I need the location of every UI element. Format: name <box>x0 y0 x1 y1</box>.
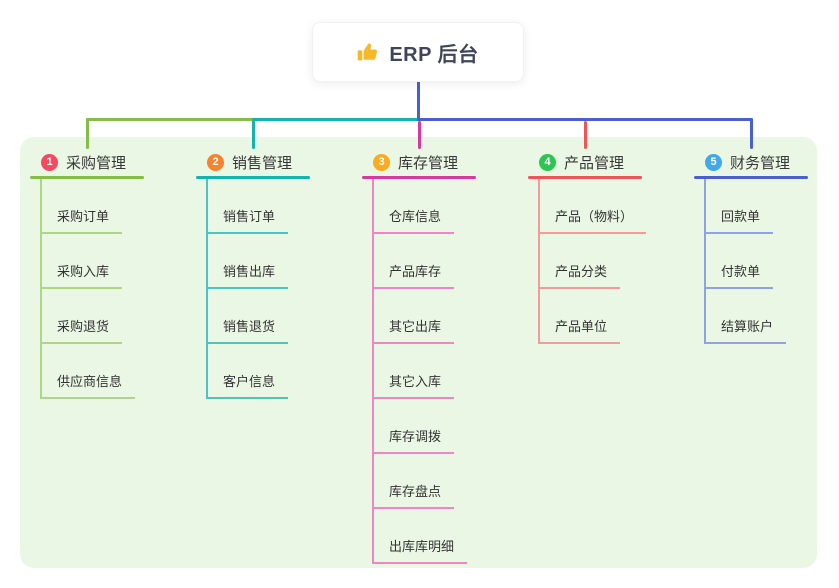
connector-horizontal <box>419 118 753 121</box>
branch-title: 产品管理 <box>564 155 625 172</box>
branch-header[interactable]: 1 采购管理 <box>30 149 144 176</box>
root-node-erp[interactable]: ERP 后台 <box>312 22 524 82</box>
root-connector-line <box>417 81 420 121</box>
child-row: 销售订单 <box>208 179 310 234</box>
branch-children: 采购订单采购入库采购退货供应商信息 <box>40 179 144 399</box>
child-row: 出库库明细 <box>374 509 476 564</box>
mindmap-child-node[interactable]: 销售出库 <box>208 264 289 289</box>
branch-number-badge: 1 <box>41 154 58 171</box>
branch-number-badge: 5 <box>705 154 722 171</box>
mindmap-child-node[interactable]: 其它出库 <box>374 319 455 344</box>
child-row: 产品分类 <box>540 234 642 289</box>
branch-header[interactable]: 5 财务管理 <box>694 149 808 176</box>
mindmap-child-node[interactable]: 采购订单 <box>42 209 123 234</box>
branch-title: 库存管理 <box>398 155 459 172</box>
child-row: 库存盘点 <box>374 454 476 509</box>
branch-header[interactable]: 4 产品管理 <box>528 149 642 176</box>
mindmap-child-node[interactable]: 产品库存 <box>374 264 455 289</box>
mindmap-background-panel <box>20 137 817 568</box>
child-row: 销售退货 <box>208 289 310 344</box>
child-row: 仓库信息 <box>374 179 476 234</box>
mindmap-child-node[interactable]: 供应商信息 <box>42 374 136 399</box>
mindmap-child-node[interactable]: 出库库明细 <box>374 539 468 564</box>
child-row: 库存调拨 <box>374 399 476 454</box>
mindmap-child-node[interactable]: 付款单 <box>706 264 774 289</box>
child-row: 产品单位 <box>540 289 642 344</box>
branch-title: 采购管理 <box>66 155 127 172</box>
thumbs-up-icon <box>357 41 379 63</box>
branch-number-badge: 3 <box>373 154 390 171</box>
mindmap-child-node[interactable]: 库存调拨 <box>374 429 455 454</box>
mindmap-child-node[interactable]: 产品分类 <box>540 264 621 289</box>
branch-column: 4 产品管理 产品（物料） 产品分类产品单位 <box>528 149 647 344</box>
branch-underline <box>196 176 310 179</box>
child-row: 回款单 <box>706 179 808 234</box>
child-row: 产品库存 <box>374 234 476 289</box>
mindmap-child-node[interactable]: 销售订单 <box>208 209 289 234</box>
child-row: 客户信息 <box>208 344 310 399</box>
branch-header[interactable]: 3 库存管理 <box>362 149 476 176</box>
branch-column: 1 采购管理 采购订单采购入库采购退货供应商信息 <box>30 149 144 399</box>
mindmap-child-node[interactable]: 其它入库 <box>374 374 455 399</box>
mindmap-child-node[interactable]: 结算账户 <box>706 319 787 344</box>
connector-drop <box>252 118 255 149</box>
mindmap-child-node[interactable]: 采购入库 <box>42 264 123 289</box>
mindmap-child-node[interactable]: 采购退货 <box>42 319 123 344</box>
connector-drop <box>750 118 753 149</box>
root-node-label: ERP 后台 <box>389 43 479 66</box>
child-row: 其它出库 <box>374 289 476 344</box>
child-row: 销售出库 <box>208 234 310 289</box>
connector-drop <box>418 121 421 149</box>
branch-children: 产品（物料） 产品分类产品单位 <box>538 179 647 344</box>
mindmap-child-node[interactable]: 客户信息 <box>208 374 289 399</box>
connector-horizontal <box>252 118 419 121</box>
branch-children: 仓库信息产品库存其它出库其它入库库存调拨库存盘点出库库明细 <box>372 179 476 564</box>
branch-underline <box>694 176 808 179</box>
child-row: 产品（物料） <box>540 179 647 234</box>
mindmap-child-node[interactable]: 产品单位 <box>540 319 621 344</box>
branch-children: 回款单付款单结算账户 <box>704 179 808 344</box>
branch-number-badge: 4 <box>539 154 556 171</box>
branch-title: 销售管理 <box>232 155 293 172</box>
mindmap-child-node[interactable]: 仓库信息 <box>374 209 455 234</box>
child-row: 采购入库 <box>42 234 144 289</box>
child-row: 付款单 <box>706 234 808 289</box>
branch-number-badge: 2 <box>207 154 224 171</box>
child-row: 结算账户 <box>706 289 808 344</box>
branch-column: 2 销售管理 销售订单销售出库销售退货客户信息 <box>196 149 310 399</box>
branch-underline <box>528 176 642 179</box>
child-row: 采购订单 <box>42 179 144 234</box>
branch-title: 财务管理 <box>730 155 791 172</box>
child-row: 采购退货 <box>42 289 144 344</box>
mindmap-child-node[interactable]: 库存盘点 <box>374 484 455 509</box>
branch-column: 5 财务管理 回款单付款单结算账户 <box>694 149 808 344</box>
child-row: 供应商信息 <box>42 344 144 399</box>
connector-drop <box>584 121 587 149</box>
child-row: 其它入库 <box>374 344 476 399</box>
mindmap-child-node[interactable]: 销售退货 <box>208 319 289 344</box>
branch-header[interactable]: 2 销售管理 <box>196 149 310 176</box>
branch-column: 3 库存管理 仓库信息产品库存其它出库其它入库库存调拨库存盘点出库库明细 <box>362 149 476 564</box>
branch-underline <box>30 176 144 179</box>
connector-drop <box>86 118 89 149</box>
connector-horizontal <box>86 118 255 121</box>
mindmap-child-node[interactable]: 回款单 <box>706 209 774 234</box>
branch-underline <box>362 176 476 179</box>
mindmap-child-node[interactable]: 产品（物料） <box>540 209 647 234</box>
branch-children: 销售订单销售出库销售退货客户信息 <box>206 179 310 399</box>
